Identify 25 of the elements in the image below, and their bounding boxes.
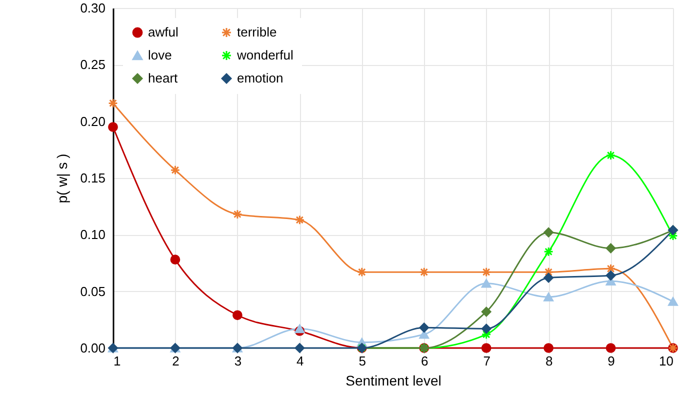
y-tick-label: 0.05 xyxy=(80,284,106,299)
y-tick-label: 0.25 xyxy=(80,57,106,72)
y-tick-label: 0.20 xyxy=(80,114,106,129)
x-tick-label: 7 xyxy=(483,354,490,368)
x-tick-label: 1 xyxy=(114,354,121,368)
y-tick-label: 0.15 xyxy=(80,170,106,186)
x-tick-label: 5 xyxy=(358,354,366,368)
legend-label: awful xyxy=(148,24,178,40)
x-tick-label: 10 xyxy=(659,354,674,368)
x-tick-label: 6 xyxy=(420,354,428,368)
legend-label: love xyxy=(148,48,172,62)
x-tick-label: 2 xyxy=(172,354,180,368)
legend-label: wonderful xyxy=(236,48,294,62)
legend-label: emotion xyxy=(237,70,284,86)
x-axis-title: Sentiment level xyxy=(346,372,442,388)
x-tick-label: 3 xyxy=(234,354,242,368)
y-tick-label: 0.00 xyxy=(80,340,106,356)
y-tick-label: 0.30 xyxy=(80,0,106,16)
x-tick-label: 4 xyxy=(296,354,304,368)
x-tick-label: 9 xyxy=(608,354,615,368)
legend-label: terrible xyxy=(237,24,277,40)
x-tick-label: 8 xyxy=(545,354,553,368)
legend-label: heart xyxy=(148,70,178,86)
y-axis-title: p( w| s ) xyxy=(54,154,70,204)
y-tick-label: 0.10 xyxy=(80,227,106,242)
